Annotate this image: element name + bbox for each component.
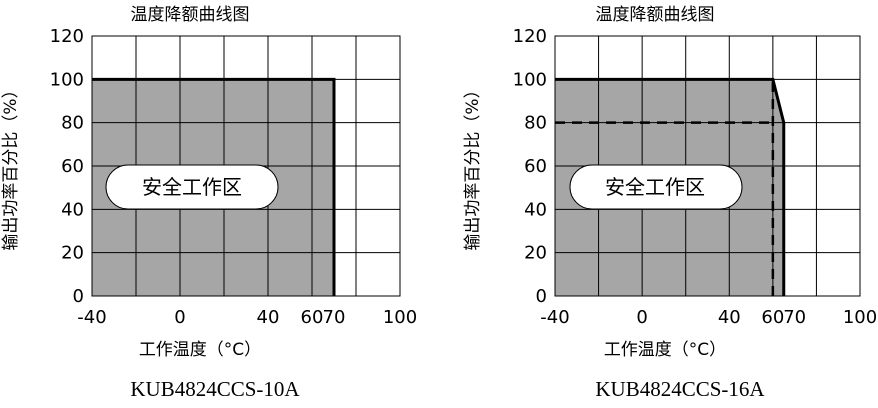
x-tick-label: 60 xyxy=(301,307,324,328)
x-tick-label: 0 xyxy=(636,307,647,328)
y-tick-label: 100 xyxy=(513,69,547,90)
chart-title: 温度降额曲线图 xyxy=(596,5,715,25)
y-tick-label: 120 xyxy=(50,26,84,47)
y-tick-label: 0 xyxy=(536,286,547,307)
x-axis-label: 工作温度（°C） xyxy=(604,340,726,360)
safe-zone-label: 安全工作区 xyxy=(142,175,242,199)
x-tick-label: 70 xyxy=(783,307,806,328)
y-tick-label: 60 xyxy=(61,156,84,177)
chart-title: 温度降额曲线图 xyxy=(131,5,250,25)
y-tick-label: 120 xyxy=(513,26,547,47)
x-tick-label: 70 xyxy=(323,307,346,328)
y-tick-label: 20 xyxy=(524,243,547,264)
y-tick-label: 60 xyxy=(524,156,547,177)
y-tick-label: 100 xyxy=(50,69,84,90)
derating-curve xyxy=(92,77,336,296)
derating-curve xyxy=(555,77,786,296)
safe-zone-bubble xyxy=(105,164,279,210)
x-tick-label: 60 xyxy=(761,307,784,328)
y-tick-label: 20 xyxy=(61,243,84,264)
x-tick-label: -40 xyxy=(77,307,106,328)
x-tick-label: 100 xyxy=(383,307,417,328)
x-axis-label: 工作温度（°C） xyxy=(139,340,261,360)
x-tick-label: 100 xyxy=(843,307,877,328)
y-tick-label: 80 xyxy=(524,113,547,134)
y-tick-label: 0 xyxy=(73,286,84,307)
x-tick-label: -40 xyxy=(540,307,569,328)
plot-frame xyxy=(91,35,401,297)
y-tick-label: 80 xyxy=(61,113,84,134)
plot-frame xyxy=(554,35,861,297)
y-axis-label: 输出功率百分比（%） xyxy=(463,81,483,250)
x-tick-label: 40 xyxy=(718,307,741,328)
y-tick-label: 40 xyxy=(61,199,84,220)
x-tick-label: 0 xyxy=(174,307,185,328)
y-tick-label: 40 xyxy=(524,199,547,220)
x-tick-label: 40 xyxy=(257,307,280,328)
model-caption: KUB4824CCS-16A xyxy=(595,377,765,401)
model-caption: KUB4824CCS-10A xyxy=(130,377,300,401)
safe-zone-label: 安全工作区 xyxy=(605,175,705,199)
y-axis-label: 输出功率百分比（%） xyxy=(1,81,21,250)
safe-zone-bubble xyxy=(569,164,743,210)
